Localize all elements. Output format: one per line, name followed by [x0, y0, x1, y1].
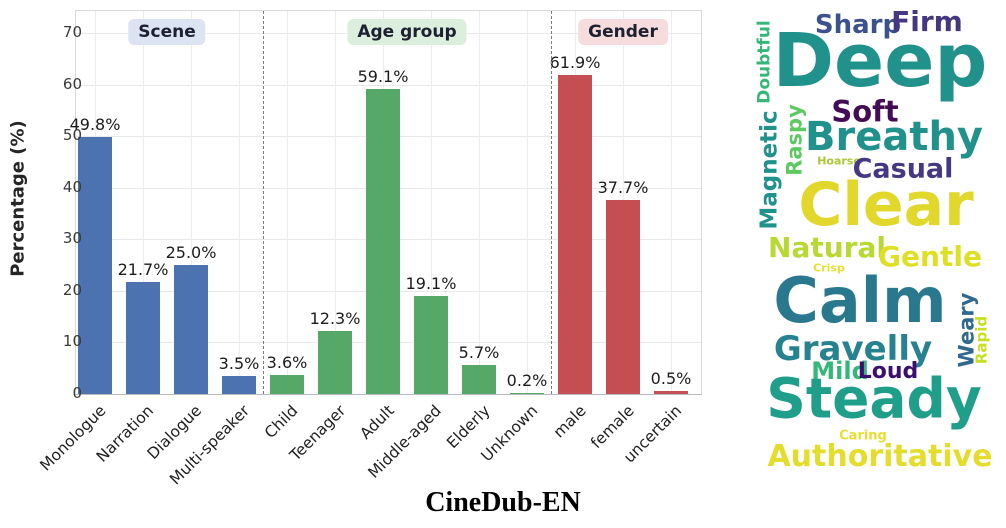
group-separator	[551, 11, 552, 394]
x-gridline	[335, 11, 336, 394]
y-tick-label: 60	[62, 74, 82, 93]
y-tick-label: 10	[62, 332, 82, 351]
cloud-word-breathy: Breathy	[804, 114, 984, 160]
word-cloud: Sharp Firm Deep Doubtful Magnetic Raspy Soft Br…	[718, 0, 1006, 480]
y-gridline	[76, 84, 701, 86]
bar-middle-aged	[414, 295, 448, 394]
bar-dialogue	[174, 265, 208, 394]
x-gridline	[431, 11, 432, 394]
bar-value-label: 0.2%	[506, 370, 548, 390]
bar-value-label: 3.5%	[218, 353, 260, 373]
bar-value-label: 0.5%	[650, 369, 692, 389]
cloud-word-natural: Natural	[768, 231, 886, 264]
cloud-word-steady: Steady	[766, 366, 982, 431]
bar-value-label: 5.7%	[458, 342, 500, 362]
y-tick-label: 70	[62, 23, 82, 41]
chart-title: CineDub-EN	[425, 487, 581, 518]
cloud-word-deep: Deep	[772, 18, 988, 104]
bar-teenager	[318, 330, 352, 394]
y-tick-label: 30	[62, 229, 82, 248]
bar-monologue	[78, 137, 112, 394]
x-gridline	[239, 11, 240, 394]
bar-value-label: 12.3%	[309, 308, 361, 328]
cloud-word-firm: Firm	[891, 5, 963, 38]
x-gridline	[671, 11, 672, 394]
bar-child	[270, 375, 304, 394]
group-separator	[263, 11, 264, 394]
cloud-word-calm: Calm	[773, 264, 947, 337]
cloud-word-loud: Loud	[857, 359, 919, 384]
bar-value-label: 21.7%	[117, 260, 169, 280]
bar-unknown	[510, 392, 544, 394]
x-tick-label: male	[549, 401, 590, 442]
group-badge-scene: Scene	[128, 19, 206, 46]
cloud-word-gentle: Gentle	[878, 240, 982, 273]
cloud-word-magnetic: Magnetic	[756, 110, 783, 230]
x-gridline	[479, 11, 480, 394]
y-tick-label: 50	[62, 126, 82, 145]
x-gridline	[287, 11, 288, 394]
bar-value-label: 25.0%	[165, 243, 217, 263]
bar-elderly	[462, 364, 496, 394]
bar-multi-speaker	[222, 375, 256, 394]
y-tick-label: 0	[72, 384, 82, 402]
cloud-word-rapid: Rapid	[972, 315, 991, 365]
cloud-word-hoarse: Hoarse	[817, 154, 861, 168]
bar-value-label: 59.1%	[357, 67, 409, 87]
cloud-word-clear: Clear	[798, 170, 974, 240]
cloud-word-caring: Caring	[839, 428, 887, 444]
cloud-word-raspy: Raspy	[782, 104, 807, 176]
bar-value-label: 3.6%	[266, 353, 308, 373]
bar-value-label: 61.9%	[549, 52, 601, 72]
y-tick-label: 20	[62, 280, 82, 299]
x-tick-label: Monologue	[36, 401, 110, 475]
bar-value-label: 49.8%	[69, 115, 121, 135]
bar-female	[606, 199, 640, 394]
group-badge-gender: Gender	[578, 19, 668, 46]
bar-value-label: 19.1%	[405, 273, 457, 293]
cloud-word-casual: Casual	[852, 153, 954, 185]
bar-adult	[366, 89, 400, 394]
bar-narration	[126, 282, 160, 394]
x-gridline	[527, 11, 528, 394]
x-gridline	[191, 11, 192, 394]
cloud-word-mild: Mild	[811, 357, 869, 385]
bar-value-label: 37.7%	[597, 177, 649, 197]
y-axis-label: Percentage (%)	[7, 120, 29, 277]
cloud-word-crisp: Crisp	[813, 261, 845, 275]
y-tick-label: 40	[62, 177, 82, 196]
cloud-word-sharp: Sharp	[814, 10, 902, 40]
plot-area: 49.8% 21.7% 25.0% 3.5% Scene 3.6% 12.3% 59.1% 19…	[70, 10, 702, 395]
group-badge-age-group: Age group	[347, 19, 467, 46]
x-tick-label: Child	[260, 401, 302, 442]
x-gridline	[143, 11, 144, 394]
cloud-word-doubtful: Doubtful	[754, 20, 775, 104]
cloud-word-soft: Soft	[831, 94, 899, 129]
cloud-word-gravelly: Gravelly	[773, 329, 933, 369]
bar-uncertain	[654, 391, 688, 394]
x-tick-label: Adult	[356, 401, 398, 443]
cloud-word-authoritative: Authoritative	[767, 439, 993, 474]
bar-male	[558, 74, 592, 394]
bar-chart-panel: Percentage (%) 49.8% 21.7% 25.0% 3.5% Scene 3…	[7, 10, 702, 488]
